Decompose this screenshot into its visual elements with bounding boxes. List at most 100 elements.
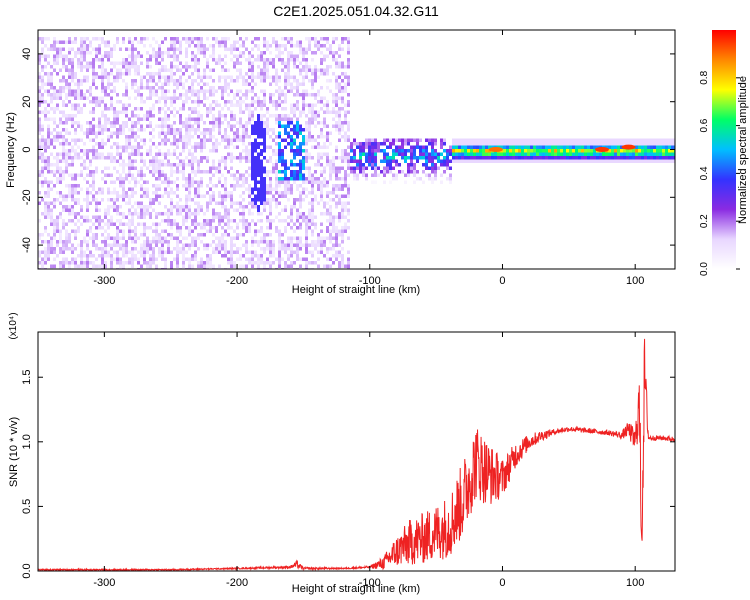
heatmap-cell (56, 156, 59, 160)
heatmap-cell (320, 187, 323, 191)
heatmap-cell (338, 89, 341, 93)
heatmap-cell (230, 264, 233, 268)
heatmap-cell (512, 145, 515, 149)
heatmap-cell (329, 191, 332, 195)
heatmap-cell (212, 149, 215, 153)
heatmap-cell (257, 166, 260, 170)
heatmap-cell (152, 114, 155, 118)
heatmap-cell (320, 173, 323, 177)
heatmap-cell (47, 145, 50, 149)
heatmap-cell (89, 191, 92, 195)
heatmap-cell (170, 233, 173, 237)
heatmap-cell (263, 61, 266, 65)
heatmap-cell (257, 142, 260, 146)
heatmap-cell (338, 75, 341, 79)
heatmap-cell (230, 156, 233, 160)
heatmap-cell (125, 72, 128, 76)
heatmap-cell (101, 65, 104, 69)
heatmap-cell (299, 72, 302, 76)
heatmap-cell (314, 114, 317, 118)
heatmap-cell (95, 152, 98, 156)
heatmap-cell (92, 117, 95, 121)
heatmap-cell (257, 75, 260, 79)
heatmap-cell (197, 135, 200, 139)
heatmap-cell (200, 37, 203, 41)
heatmap-cell (647, 145, 650, 149)
heatmap-cell (248, 250, 251, 254)
heatmap-cell (329, 51, 332, 55)
heatmap-cell (149, 264, 152, 268)
heatmap-cell (173, 247, 176, 251)
heatmap-cell (134, 79, 137, 83)
heatmap-cell (44, 208, 47, 212)
heatmap-cell (437, 152, 440, 156)
heatmap-cell (170, 170, 173, 174)
heatmap-cell (179, 138, 182, 142)
heatmap-cell (239, 194, 242, 198)
heatmap-cell (92, 198, 95, 202)
heatmap-cell (335, 205, 338, 209)
heatmap-cell (260, 191, 263, 195)
heatmap-cell (104, 114, 107, 118)
heatmap-cell (197, 61, 200, 65)
heatmap-cell (338, 254, 341, 258)
heatmap-cell (545, 149, 548, 153)
heatmap-cell (323, 170, 326, 174)
heatmap-cell (50, 180, 53, 184)
heatmap-cell (227, 135, 230, 139)
heatmap-cell (662, 156, 665, 160)
heatmap-cell (311, 222, 314, 226)
heatmap-cell (263, 250, 266, 254)
heatmap-cell (188, 135, 191, 139)
heatmap-cell (200, 205, 203, 209)
heatmap-cell (122, 159, 125, 163)
heatmap-cell (317, 236, 320, 240)
heatmap-cell (311, 93, 314, 97)
heatmap-cell (254, 145, 257, 149)
heatmap-cell (272, 198, 275, 202)
heatmap-cell (110, 68, 113, 72)
heatmap-cell (272, 138, 275, 142)
heatmap-cell (344, 103, 347, 107)
heatmap-cell (191, 159, 194, 163)
heatmap-cell (65, 121, 68, 125)
heatmap-cell (254, 82, 257, 86)
heatmap-cell (176, 138, 179, 142)
heatmap-cell (128, 61, 131, 65)
heatmap-cell (47, 233, 50, 237)
heatmap-cell (341, 47, 344, 51)
heatmap-cell (347, 219, 350, 223)
heatmap-cell (548, 159, 551, 163)
heatmap-cell (65, 156, 68, 160)
heatmap-cell (329, 236, 332, 240)
heatmap-cell (44, 205, 47, 209)
heatmap-cell (176, 240, 179, 244)
heatmap-cell (134, 229, 137, 233)
heatmap-cell (293, 205, 296, 209)
heatmap-cell (323, 96, 326, 100)
heatmap-cell (140, 79, 143, 83)
heatmap-cell (176, 156, 179, 160)
heatmap-cell (314, 75, 317, 79)
heatmap-cell (182, 145, 185, 149)
heatmap-cell (62, 149, 65, 153)
heatmap-cell (299, 226, 302, 230)
heatmap-cell (149, 110, 152, 114)
heatmap-cell (287, 135, 290, 139)
heatmap-cell (167, 107, 170, 111)
heatmap-cell (533, 138, 536, 142)
heatmap-cell (233, 156, 236, 160)
heatmap-cell (311, 58, 314, 62)
heatmap-cell (74, 198, 77, 202)
heatmap-cell (188, 191, 191, 195)
heatmap-cell (98, 142, 101, 146)
heatmap-cell (122, 191, 125, 195)
heatmap-cell (254, 194, 257, 198)
heatmap-cell (38, 201, 41, 205)
heatmap-cell (500, 138, 503, 142)
heatmap-cell (254, 240, 257, 244)
heatmap-cell (578, 152, 581, 156)
heatmap-cell (74, 201, 77, 205)
heatmap-cell (176, 229, 179, 233)
